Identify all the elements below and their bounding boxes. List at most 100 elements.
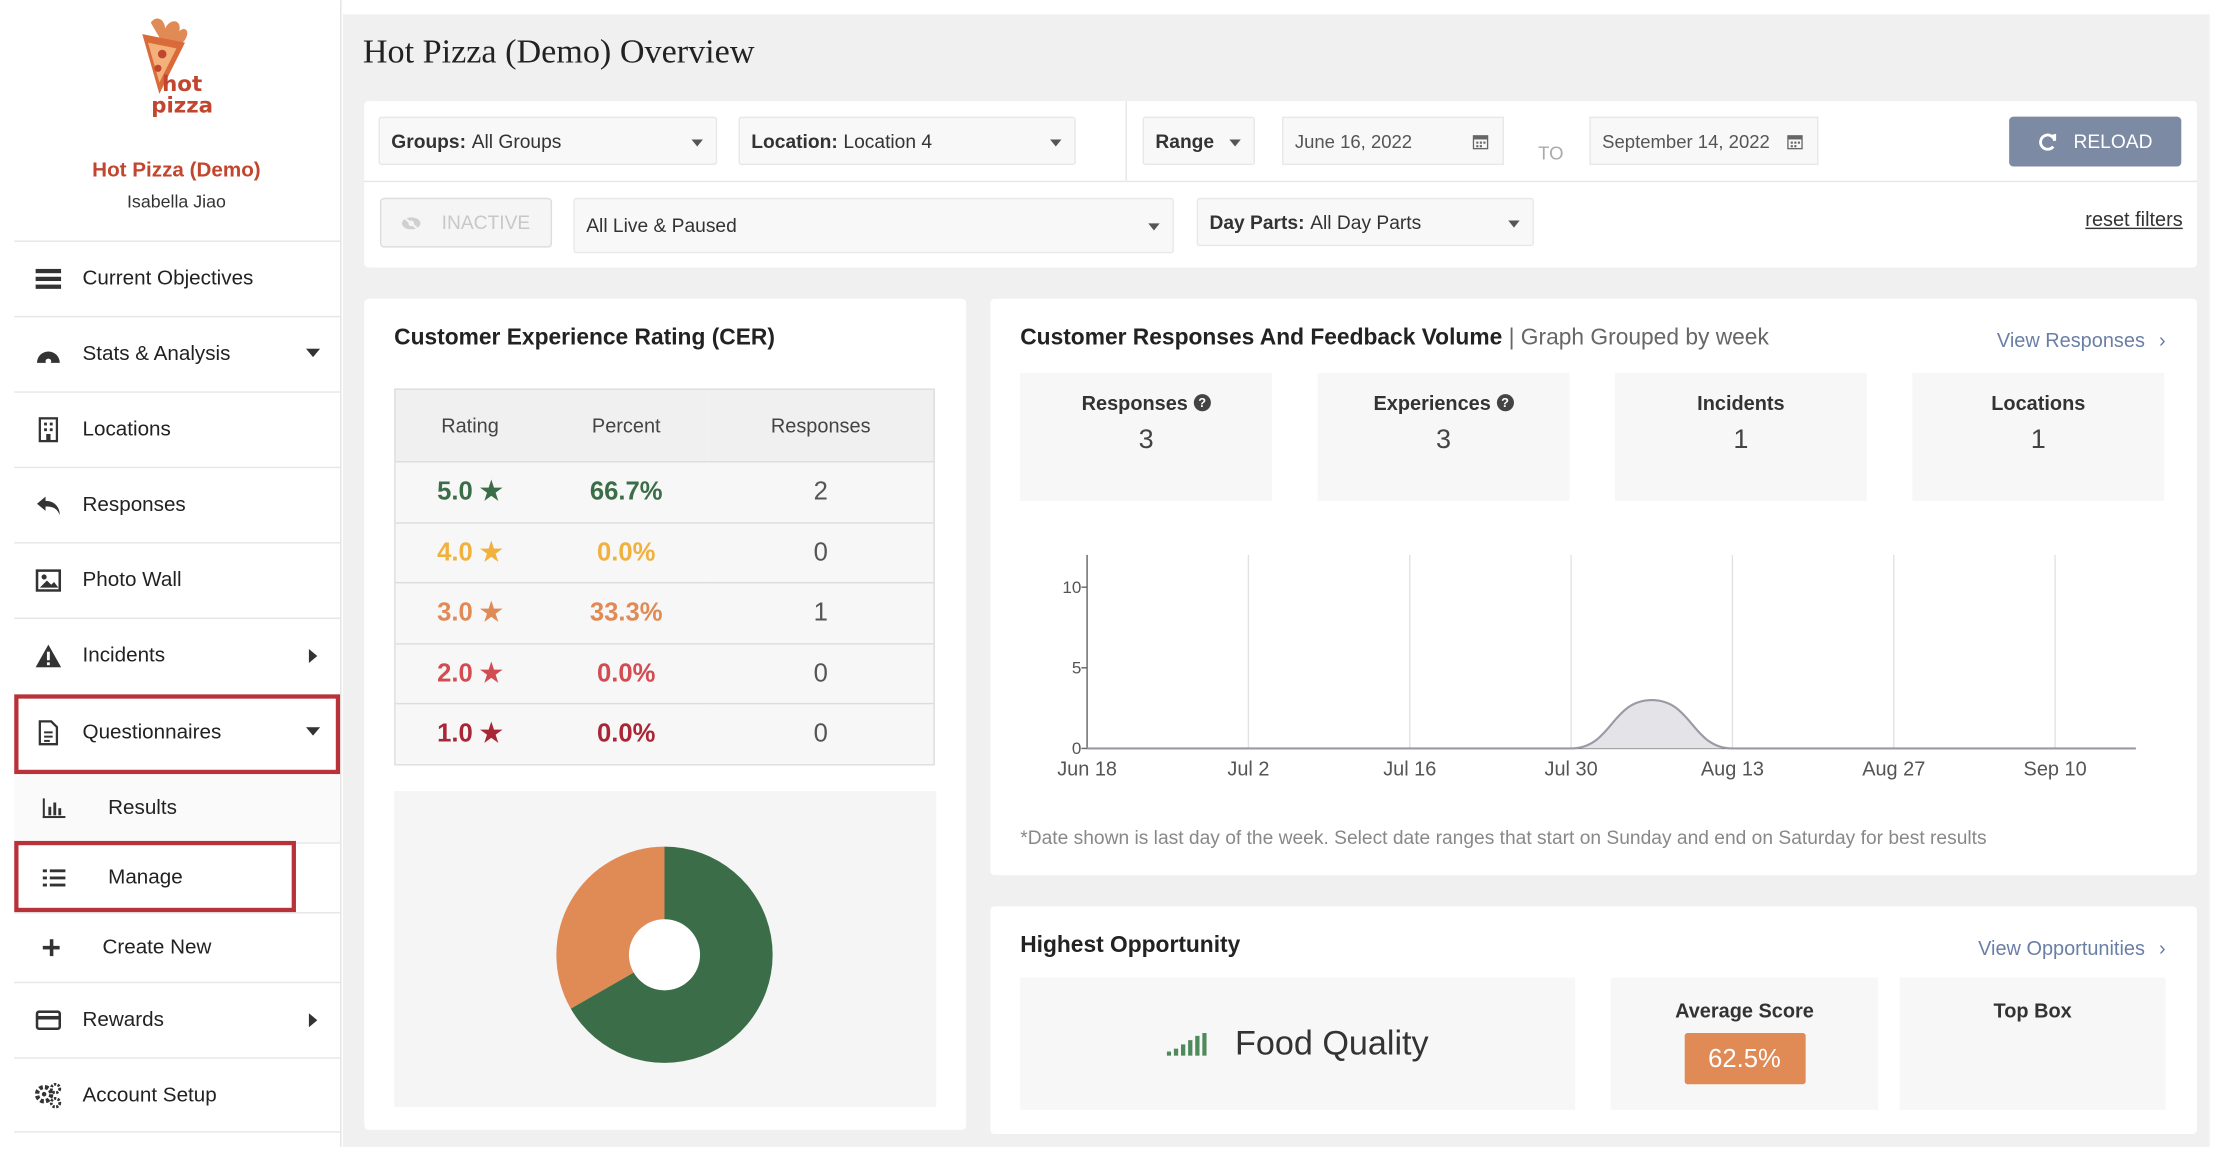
reset-filters-link[interactable]: reset filters (2085, 207, 2183, 231)
cer-table: Rating Percent Responses 5.0 ★ 66.7% 2 4.0 … (394, 388, 935, 765)
x-tick-label: Aug 13 (1701, 758, 1764, 780)
column-header: Percent (544, 389, 709, 463)
nav-account-setup[interactable]: Account Setup (14, 1057, 341, 1133)
groups-select[interactable]: Groups: All Groups (378, 116, 718, 166)
nav-incidents[interactable]: Incidents (14, 617, 341, 693)
nav-responses[interactable]: Responses (14, 466, 341, 542)
nav-label: Questionnaires (82, 721, 222, 745)
document-icon (34, 719, 62, 747)
range-select[interactable]: Range (1142, 116, 1255, 166)
nav-stats-analysis[interactable]: Stats & Analysis (14, 315, 341, 391)
rating-value: 3.0 (437, 597, 473, 627)
view-responses-link[interactable]: View Responses › (1997, 329, 2166, 352)
rating-cell: 5.0 ★ (394, 461, 545, 523)
responses-cell: 0 (708, 643, 935, 705)
stat-value: 1 (1733, 425, 1749, 456)
view-opportunities-link[interactable]: View Opportunities › (1978, 936, 2166, 959)
brand-name: Hot Pizza (Demo) (92, 159, 261, 183)
inactive-toggle[interactable]: INACTIVE (379, 197, 553, 248)
opportunity-title: Highest Opportunity (1020, 933, 1241, 958)
y-tick-label: 0 (1072, 739, 1082, 758)
stat-box-experiences: Experiences? 3 (1317, 372, 1570, 501)
percent-cell: 33.3% (544, 582, 709, 644)
calendar-icon (1472, 135, 1489, 150)
rating-value: 4.0 (437, 537, 473, 566)
rating-cell: 4.0 ★ (394, 522, 545, 584)
column-header: Rating (394, 389, 545, 463)
percent-cell: 0.0% (544, 703, 709, 765)
responses-cell: 0 (708, 703, 935, 765)
help-icon[interactable]: ? (1496, 394, 1514, 412)
page-title: Hot Pizza (Demo) Overview (362, 34, 755, 72)
nav-label: Manage (108, 866, 183, 890)
dropdown-arrow-icon (1050, 139, 1062, 147)
nav-photo-wall[interactable]: Photo Wall (14, 542, 341, 617)
caret-down-icon (305, 348, 321, 358)
table-row: 1.0 ★ 0.0% 0 (394, 703, 935, 765)
stat-box-locations: Locations 1 (1912, 372, 2165, 501)
sidebar: hot pizza Hot Pizza (Demo) Isabella Jiao… (0, 0, 342, 1147)
start-date-value: June 16, 2022 (1294, 130, 1413, 152)
nav-results[interactable]: Results (14, 772, 341, 843)
location-select[interactable]: Location: Location 4 (738, 116, 1076, 166)
chart-footnote: *Date shown is last day of the week. Sel… (1020, 826, 1987, 849)
logo-text: hot pizza (151, 71, 214, 119)
caret-down-icon (305, 727, 321, 736)
star-icon: ★ (479, 597, 503, 627)
nav-rewards[interactable]: Rewards (14, 981, 341, 1057)
stat-value: 1 (2030, 425, 2046, 456)
table-row: 2.0 ★ 0.0% 0 (394, 643, 935, 705)
eye-slash-icon (402, 215, 421, 230)
nav-questionnaires[interactable]: Questionnaires (14, 694, 341, 769)
rating-cell: 3.0 ★ (394, 582, 545, 644)
location-label: Location: (751, 130, 838, 152)
average-score-label: Average Score (1675, 998, 1814, 1022)
credit-card-icon (34, 1006, 62, 1034)
image-icon (34, 566, 62, 594)
x-tick-label: Jul 30 (1545, 758, 1598, 780)
nav-locations[interactable]: Locations (14, 391, 341, 466)
rating-cell: 2.0 ★ (394, 643, 545, 705)
stat-label: Incidents (1697, 391, 1785, 415)
cer-pie-panel (394, 791, 937, 1108)
star-icon: ★ (479, 537, 503, 566)
stat-box-responses: Responses? 3 (1020, 372, 1273, 501)
location-value: Location 4 (843, 130, 933, 152)
plus-icon (42, 939, 60, 957)
stat-label: Responses (1081, 391, 1188, 415)
opportunity-item[interactable]: Food Quality (1020, 977, 1576, 1110)
average-score-value: 62.5% (1684, 1033, 1805, 1085)
rating-cell: 1.0 ★ (394, 703, 545, 765)
start-date-input[interactable]: June 16, 2022 (1282, 116, 1505, 166)
stat-label-row: Responses? (1020, 391, 1272, 414)
dropdown-arrow-icon (1229, 139, 1241, 147)
nav-label: Rewards (82, 1008, 164, 1032)
table-row: 3.0 ★ 33.3% 1 (394, 582, 935, 644)
dayparts-select[interactable]: Day Parts: All Day Parts (1196, 197, 1534, 247)
reload-button[interactable]: RELOAD (2009, 116, 2182, 167)
view-responses-label: View Responses (1996, 328, 2145, 352)
nav-label: Incidents (82, 644, 166, 668)
help-icon[interactable]: ? (1193, 394, 1211, 412)
star-icon: ★ (479, 477, 503, 506)
nav-manage[interactable]: Manage (14, 842, 341, 913)
nav-current-objectives[interactable]: Current Objectives (14, 240, 341, 315)
status-value: All Live & Paused (586, 214, 737, 237)
end-date-input[interactable]: September 14, 2022 (1589, 116, 1819, 166)
range-label: Range (1155, 130, 1215, 152)
caret-right-icon (308, 648, 318, 664)
hot-pizza-logo[interactable]: hot pizza (134, 14, 219, 125)
groups-label: Groups: (391, 130, 466, 152)
star-icon: ★ (479, 658, 503, 687)
chevron-right-icon: › (2159, 936, 2166, 960)
status-select[interactable]: All Live & Paused (573, 197, 1174, 254)
main-content: Hot Pizza (Demo) Overview Groups: All Gro… (342, 14, 2210, 1147)
x-tick-label: Sep 10 (2024, 758, 2087, 780)
dropdown-arrow-icon (1508, 220, 1520, 228)
column-header: Responses (708, 389, 935, 463)
nav-create-new[interactable]: Create New (14, 912, 341, 982)
nav-label: Responses (82, 493, 186, 517)
percent-cell: 0.0% (544, 643, 709, 705)
y-tick-label: 5 (1072, 659, 1082, 678)
dayparts-value: All Day Parts (1310, 211, 1422, 233)
